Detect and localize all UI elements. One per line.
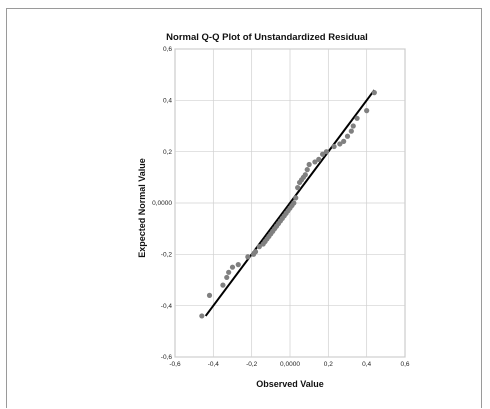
x-tick-label: 0,4 bbox=[362, 361, 371, 368]
y-tick-label: -0,6 bbox=[161, 354, 173, 361]
chart-frame: Normal Q-Q Plot of Unstandardized Residu… bbox=[6, 8, 482, 408]
reference-line bbox=[204, 89, 376, 317]
x-axis-label: Observed Value bbox=[256, 379, 324, 389]
data-point bbox=[245, 254, 251, 260]
y-tick-label: -0,4 bbox=[161, 303, 173, 310]
data-point bbox=[344, 133, 351, 139]
data-points bbox=[199, 90, 377, 319]
qq-plot: Normal Q-Q Plot of Unstandardized Residu… bbox=[137, 32, 410, 389]
y-axis-label: Expected Normal Value bbox=[137, 158, 147, 258]
data-point bbox=[306, 161, 312, 168]
x-tick-label: 0,0000 bbox=[280, 361, 300, 368]
data-point bbox=[319, 151, 326, 157]
data-point bbox=[293, 195, 299, 201]
data-point bbox=[371, 90, 377, 96]
data-point bbox=[226, 269, 232, 275]
data-point bbox=[199, 313, 205, 319]
x-axis-ticks: -0,6 -0,4 -0,2 0,0000 0,2 0,4 0,6 bbox=[169, 361, 409, 368]
data-point bbox=[252, 249, 259, 255]
data-point bbox=[348, 128, 354, 134]
y-tick-label: 0,0000 bbox=[152, 200, 172, 207]
y-tick-label: -0,2 bbox=[161, 252, 173, 259]
x-tick-label: -0,4 bbox=[208, 361, 220, 368]
data-point bbox=[354, 115, 360, 121]
data-point bbox=[206, 292, 213, 298]
data-point bbox=[256, 244, 262, 250]
data-point bbox=[337, 141, 343, 147]
y-axis-ticks: -0,6 -0,4 -0,2 0,0000 0,2 0,4 0,6 bbox=[152, 46, 172, 361]
data-point bbox=[291, 200, 297, 206]
y-tick-label: 0,2 bbox=[163, 149, 172, 156]
x-tick-label: -0,6 bbox=[169, 361, 181, 368]
data-point bbox=[316, 156, 322, 162]
data-point bbox=[302, 172, 308, 178]
data-point bbox=[350, 123, 356, 129]
x-tick-label: -0,2 bbox=[246, 361, 258, 368]
reference-line-group bbox=[204, 89, 376, 317]
data-point bbox=[304, 167, 310, 173]
x-tick-label: 0,6 bbox=[400, 361, 409, 368]
x-tick-label: 0,2 bbox=[324, 361, 333, 368]
data-point bbox=[229, 264, 236, 270]
y-tick-label: 0,4 bbox=[163, 98, 172, 105]
data-point bbox=[312, 159, 318, 165]
data-point bbox=[224, 274, 230, 281]
data-point bbox=[341, 138, 347, 144]
data-point bbox=[220, 282, 226, 288]
data-point bbox=[331, 143, 337, 150]
data-point bbox=[364, 108, 370, 114]
chart-title: Normal Q-Q Plot of Unstandardized Residu… bbox=[166, 32, 368, 43]
y-tick-label: 0,6 bbox=[163, 46, 172, 53]
data-point bbox=[323, 149, 330, 155]
data-point bbox=[235, 262, 241, 268]
data-point bbox=[295, 185, 301, 191]
